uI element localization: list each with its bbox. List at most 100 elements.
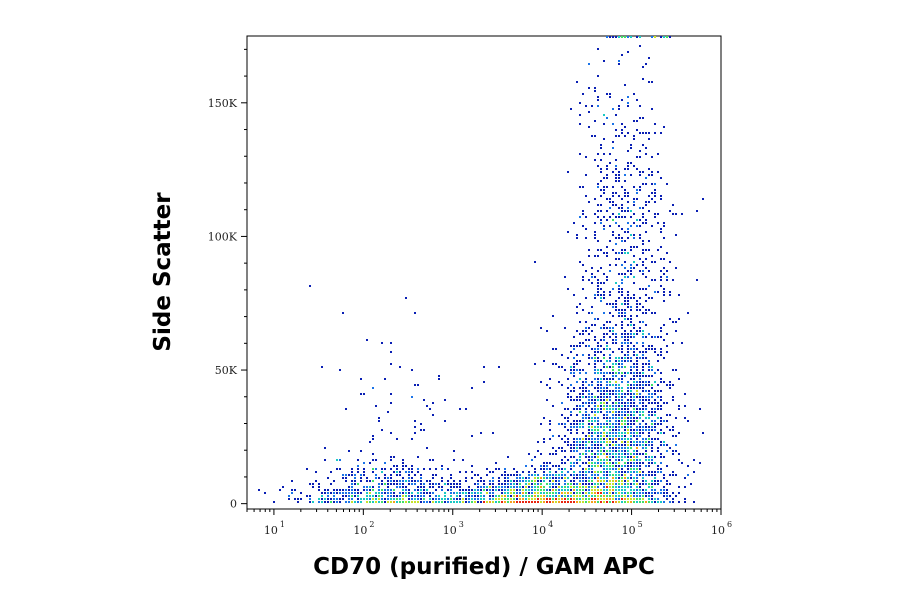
event-dot: [603, 438, 605, 440]
event-dot: [615, 438, 617, 440]
event-dot: [381, 480, 383, 482]
event-dot: [627, 495, 629, 497]
event-dot: [594, 432, 596, 434]
event-dot: [351, 468, 353, 470]
event-dot: [630, 267, 632, 269]
y-tick-label: 0: [230, 498, 237, 511]
event-dot: [606, 246, 608, 248]
event-dot: [588, 450, 590, 452]
event-dot: [660, 441, 662, 443]
event-dot: [648, 195, 650, 197]
event-dot: [639, 330, 641, 332]
event-dot: [546, 384, 548, 386]
event-dot: [561, 402, 563, 404]
event-dot: [633, 417, 635, 419]
event-dot: [648, 429, 650, 431]
event-dot: [519, 480, 521, 482]
event-dot: [612, 489, 614, 491]
event-dot: [594, 297, 596, 299]
event-dot: [600, 372, 602, 374]
event-dot: [543, 486, 545, 488]
event-dot: [624, 456, 626, 458]
event-dot: [384, 468, 386, 470]
event-dot: [447, 468, 449, 470]
event-dot: [459, 471, 461, 473]
event-dot: [624, 135, 626, 137]
event-dot: [621, 360, 623, 362]
event-dot: [648, 132, 650, 134]
event-dot: [618, 363, 620, 365]
event-dot: [585, 450, 587, 452]
event-dot: [669, 384, 671, 386]
event-dot: [633, 348, 635, 350]
event-dot: [582, 468, 584, 470]
event-dot: [636, 189, 638, 191]
event-dot: [645, 441, 647, 443]
event-dot: [579, 423, 581, 425]
event-dot: [555, 477, 557, 479]
event-dot: [672, 213, 674, 215]
event-dot: [627, 231, 629, 233]
event-dot: [615, 384, 617, 386]
event-dot: [585, 381, 587, 383]
event-dot: [636, 198, 638, 200]
event-dot: [621, 228, 623, 230]
event-dot: [504, 468, 506, 470]
event-dot: [618, 357, 620, 359]
event-dot: [609, 348, 611, 350]
event-dot: [552, 477, 554, 479]
event-dot: [621, 459, 623, 461]
event-dot: [579, 396, 581, 398]
event-dot: [399, 498, 401, 500]
event-dot: [579, 492, 581, 494]
event-dot: [687, 465, 689, 467]
event-dot: [636, 453, 638, 455]
event-dot: [411, 396, 413, 398]
event-dot: [600, 345, 602, 347]
event-dot: [630, 414, 632, 416]
event-dot: [579, 387, 581, 389]
event-dot: [420, 483, 422, 485]
event-dot: [627, 468, 629, 470]
event-dot: [588, 390, 590, 392]
event-dot: [459, 486, 461, 488]
event-dot: [621, 249, 623, 251]
event-dot: [672, 342, 674, 344]
event-dot: [564, 408, 566, 410]
event-dot: [636, 315, 638, 317]
event-dot: [612, 147, 614, 149]
event-dot: [318, 489, 320, 491]
event-dot: [639, 234, 641, 236]
event-dot: [621, 480, 623, 482]
event-dot: [366, 501, 368, 503]
event-dot: [627, 297, 629, 299]
event-dot: [606, 474, 608, 476]
event-dot: [507, 456, 509, 458]
event-dot: [642, 438, 644, 440]
event-dot: [504, 498, 506, 500]
event-dot: [591, 306, 593, 308]
event-dot: [633, 471, 635, 473]
event-dot: [633, 93, 635, 95]
event-dot: [630, 465, 632, 467]
event-dot: [654, 183, 656, 185]
event-dot: [618, 420, 620, 422]
event-dot: [633, 444, 635, 446]
event-dot: [597, 465, 599, 467]
event-dot: [537, 501, 539, 503]
event-dot: [624, 393, 626, 395]
event-dot: [651, 486, 653, 488]
event-dot: [615, 333, 617, 335]
event-dot: [381, 468, 383, 470]
event-dot: [552, 486, 554, 488]
event-dot: [591, 417, 593, 419]
event-dot: [642, 441, 644, 443]
event-dot: [660, 378, 662, 380]
event-dot: [663, 456, 665, 458]
event-dot: [615, 243, 617, 245]
event-dot: [570, 483, 572, 485]
event-dot: [597, 381, 599, 383]
event-dot: [627, 492, 629, 494]
event-dot: [564, 486, 566, 488]
event-dot: [597, 474, 599, 476]
